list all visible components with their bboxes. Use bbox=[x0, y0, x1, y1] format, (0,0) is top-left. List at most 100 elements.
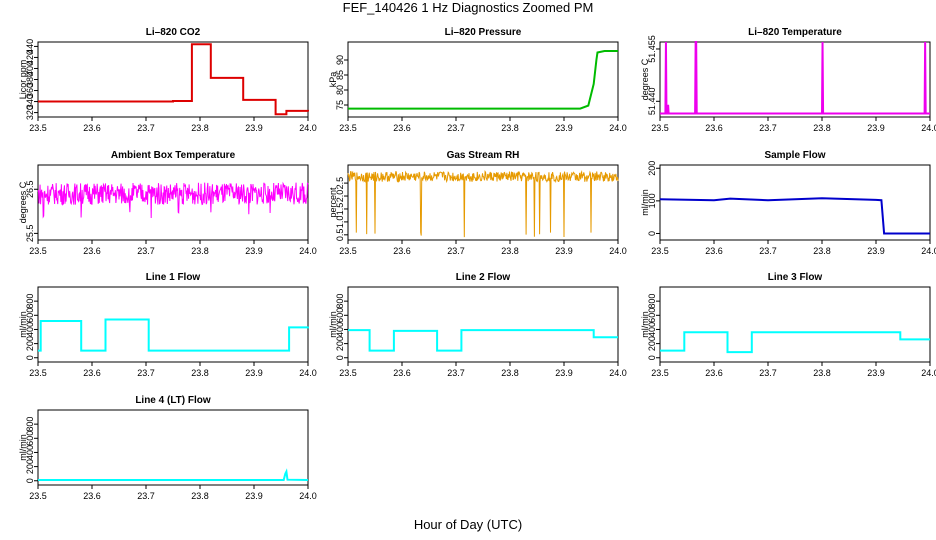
x-tick-label: 23.5 bbox=[339, 123, 357, 133]
y-tick-label: 340 bbox=[25, 94, 35, 109]
x-tick-label: 23.5 bbox=[339, 368, 357, 378]
x-tick-label: 23.5 bbox=[651, 123, 669, 133]
plot-frame bbox=[37, 41, 309, 118]
series-line-1 bbox=[348, 50, 618, 110]
y-tick-label: 360 bbox=[25, 83, 35, 98]
chart-panel-4: Ambient Box Temperature degrees C 23.5 23.6… bbox=[18, 150, 317, 256]
x-tick-label: 23.6 bbox=[83, 246, 101, 256]
y-tick-label: 25.5 bbox=[25, 225, 35, 243]
x-tick-label: 23.5 bbox=[29, 368, 47, 378]
y-tick-label: 200 bbox=[335, 336, 345, 351]
y-axis-label: ml/min bbox=[640, 189, 650, 216]
series-line-1 bbox=[37, 181, 309, 219]
panel-title: Li–820 Pressure bbox=[445, 27, 522, 38]
panel-title: Ambient Box Temperature bbox=[111, 150, 236, 161]
x-tick-label: 23.9 bbox=[245, 246, 263, 256]
series-line-1 bbox=[38, 43, 309, 116]
x-tick-label: 23.9 bbox=[555, 368, 573, 378]
x-tick-label: 23.7 bbox=[447, 368, 465, 378]
x-tick-label: 23.5 bbox=[29, 123, 47, 133]
y-axis-label: ml/min bbox=[18, 311, 28, 338]
plot-frame bbox=[37, 286, 309, 363]
x-tick-label: 23.7 bbox=[137, 123, 155, 133]
x-tick-label: 23.8 bbox=[501, 123, 519, 133]
y-tick-label: 800 bbox=[335, 294, 345, 309]
x-tick-label: 23.6 bbox=[705, 368, 723, 378]
chart-panel-2: Li–820 Pressure kPa 23.5 23.6 23.7 23.8 23.9 24… bbox=[328, 27, 627, 133]
y-tick-label: 400 bbox=[647, 322, 657, 337]
chart-panel-3: Li–820 Temperature degrees C 23.5 23.6 23.7 2… bbox=[640, 27, 936, 133]
x-tick-label: 23.6 bbox=[705, 246, 723, 256]
x-tick-label: 24.0 bbox=[299, 491, 317, 501]
y-tick-label: 80 bbox=[335, 85, 345, 95]
y-axis-label: ml/min bbox=[640, 311, 650, 338]
panel-title: Line 4 (LT) Flow bbox=[135, 395, 211, 406]
x-tick-label: 23.9 bbox=[555, 123, 573, 133]
x-tick-label: 23.9 bbox=[245, 368, 263, 378]
x-tick-label: 23.9 bbox=[245, 123, 263, 133]
x-tick-label: 23.7 bbox=[447, 123, 465, 133]
y-tick-label: 51.455 bbox=[647, 35, 657, 63]
page-x-axis-label: Hour of Day (UTC) bbox=[413, 517, 523, 532]
panel-title: Gas Stream RH bbox=[447, 150, 520, 161]
x-tick-label: 24.0 bbox=[299, 246, 317, 256]
x-tick-label: 24.0 bbox=[609, 368, 627, 378]
chart-panel-1: Li–820 CO2 Licor ppm 23.5 23.6 23.7 23.8 23.9 2… bbox=[18, 27, 317, 133]
x-tick-label: 23.5 bbox=[651, 368, 669, 378]
y-tick-label: 320 bbox=[25, 105, 35, 120]
y-tick-label: 400 bbox=[25, 61, 35, 76]
y-tick-label: 800 bbox=[25, 294, 35, 309]
chart-panel-8: Line 2 Flow ml/min 23.5 23.6 23.7 23.8 23.9 24.… bbox=[328, 272, 627, 378]
x-tick-label: 23.7 bbox=[137, 491, 155, 501]
y-tick-label: 75 bbox=[335, 100, 345, 110]
y-axis-label: degrees C bbox=[640, 58, 650, 100]
y-tick-label: 600 bbox=[335, 308, 345, 323]
x-tick-label: 23.5 bbox=[339, 246, 357, 256]
y-tick-label: 2.0 bbox=[335, 190, 345, 203]
y-tick-label: 400 bbox=[25, 445, 35, 460]
y-tick-label: 100 bbox=[647, 193, 657, 208]
panel-title: Line 3 Flow bbox=[768, 272, 823, 283]
y-tick-label: 2.5 bbox=[335, 177, 345, 190]
y-tick-label: 0 bbox=[647, 231, 657, 236]
x-tick-label: 23.6 bbox=[393, 368, 411, 378]
y-tick-label: 1.5 bbox=[335, 203, 345, 216]
x-tick-label: 24.0 bbox=[921, 123, 936, 133]
y-tick-label: 0 bbox=[25, 478, 35, 483]
plot-frame bbox=[659, 41, 931, 118]
y-tick-label: 440 bbox=[25, 39, 35, 54]
y-tick-label: 0 bbox=[25, 355, 35, 360]
plot-frame bbox=[37, 409, 309, 486]
chart-panel-9: Line 3 Flow ml/min 23.5 23.6 23.7 23.8 23.9 24.… bbox=[640, 272, 936, 378]
x-tick-label: 23.8 bbox=[191, 368, 209, 378]
y-tick-label: 200 bbox=[25, 459, 35, 474]
series-line-1 bbox=[660, 41, 930, 115]
y-tick-label: 0 bbox=[647, 355, 657, 360]
x-tick-label: 23.7 bbox=[137, 368, 155, 378]
y-tick-label: 400 bbox=[25, 322, 35, 337]
series-line-1 bbox=[38, 318, 309, 352]
x-tick-label: 23.6 bbox=[393, 246, 411, 256]
x-tick-label: 23.6 bbox=[83, 368, 101, 378]
x-tick-label: 23.8 bbox=[813, 123, 831, 133]
y-tick-label: 200 bbox=[25, 336, 35, 351]
series-line-1 bbox=[348, 329, 618, 352]
y-tick-label: 800 bbox=[647, 294, 657, 309]
x-tick-label: 23.6 bbox=[83, 491, 101, 501]
series-line-1 bbox=[38, 468, 309, 482]
x-tick-label: 23.7 bbox=[759, 123, 777, 133]
panel-title: Line 2 Flow bbox=[456, 272, 511, 283]
y-tick-label: 26.5 bbox=[25, 180, 35, 198]
y-axis-label: ml/min bbox=[328, 311, 338, 338]
panel-title: Line 1 Flow bbox=[146, 272, 201, 283]
x-tick-label: 24.0 bbox=[299, 368, 317, 378]
chart-panel-5: Gas Stream RH percent 23.5 23.6 23.7 23.8 23.9… bbox=[328, 150, 627, 256]
x-tick-label: 23.6 bbox=[705, 123, 723, 133]
page-title: FEF_140426 1 Hz Diagnostics Zoomed PM bbox=[342, 0, 594, 15]
x-tick-label: 24.0 bbox=[299, 123, 317, 133]
x-tick-label: 23.7 bbox=[137, 246, 155, 256]
x-tick-label: 23.9 bbox=[867, 123, 885, 133]
chart-panel-7: Line 1 Flow ml/min 23.5 23.6 23.7 23.8 23.9 24.… bbox=[18, 272, 317, 378]
panel-title: Li–820 Temperature bbox=[748, 27, 842, 38]
x-tick-label: 23.7 bbox=[759, 368, 777, 378]
